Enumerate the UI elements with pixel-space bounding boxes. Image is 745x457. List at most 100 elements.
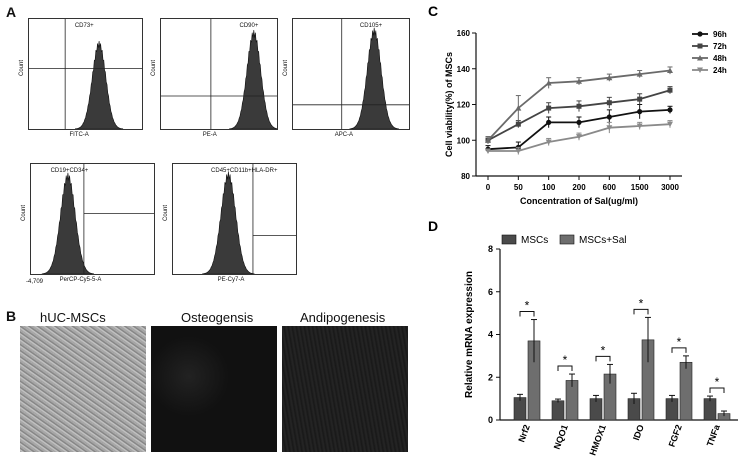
legend-label: 48h: [713, 54, 727, 63]
data-point: [697, 31, 703, 37]
data-point: [637, 109, 643, 115]
bar-group-FGF2: [665, 347, 693, 421]
data-point: [606, 100, 612, 106]
flow-histogram: [172, 163, 297, 275]
data-point: [515, 148, 522, 154]
histogram-marker-label: CD45+CD11b+HLA-DR+: [211, 168, 278, 174]
significance-bracket: [709, 387, 725, 394]
data-point: [545, 139, 552, 146]
series-96h: [485, 104, 673, 153]
data-point: [697, 43, 703, 49]
histogram-x-label: PE-Cy7-A: [217, 277, 245, 283]
micrograph-title-adipogenesis: Andipogenesis: [300, 310, 386, 325]
bar: [679, 361, 693, 421]
x-tick-label: 200: [572, 183, 586, 192]
x-tick-label: FGF2: [667, 423, 684, 448]
data-point: [667, 107, 673, 113]
x-tick-label: 0: [486, 183, 491, 192]
x-tick-label: 3000: [661, 183, 679, 192]
bar-group-TNFa: [703, 387, 731, 421]
y-axis-title: Relative mRNA expression: [464, 271, 475, 398]
data-point: [667, 67, 673, 74]
cell-viability-line-chart: C 80 100 120 140 160 0 50 100 200 600 1500 3000 Conce…: [428, 3, 727, 206]
micrograph-huc-mscs: [20, 326, 146, 452]
significance-bracket: [633, 308, 649, 315]
panel-d-letter: D: [428, 218, 438, 234]
histogram-marker-label: CD19+CD34+: [50, 168, 89, 174]
histogram-y-label: Count: [163, 205, 170, 222]
flow-histogram: [160, 18, 278, 130]
x-tick-label: Nrf2: [516, 423, 532, 443]
data-point: [667, 121, 673, 128]
histogram-y-label: Count: [151, 60, 158, 77]
legend-label: MSCs+Sal: [579, 235, 627, 246]
histogram-peak: [41, 172, 95, 274]
panel-c-letter: C: [428, 3, 438, 19]
significance-bracket: [671, 347, 687, 353]
histogram-y-label: Count: [283, 60, 290, 77]
histogram-plot: [293, 19, 409, 129]
bar-group-Nrf2: [513, 311, 541, 421]
histogram-peak: [229, 29, 277, 129]
bar-group-NQO1: [551, 365, 579, 421]
x-tick-label: TNFa: [705, 422, 722, 447]
micrograph-osteogenesis: [151, 326, 277, 452]
data-point: [697, 67, 703, 73]
histogram-peak: [74, 40, 124, 129]
y-tick-label: 80: [461, 172, 470, 181]
flow-histogram: [28, 18, 143, 130]
y-tick-label: 4: [488, 330, 493, 340]
significance-star: *: [601, 343, 606, 357]
histogram-peak: [349, 27, 399, 129]
data-point: [485, 148, 491, 154]
data-point: [606, 114, 612, 120]
flow-histogram: [30, 163, 155, 275]
flow-histogram: [292, 18, 410, 130]
histogram-x-label: PerCP-Cy5-5-A: [59, 277, 102, 283]
significance-bracket: [557, 365, 573, 372]
x-axis-title: Concentration of Sal(ug/ml): [520, 196, 638, 206]
significance-star: *: [715, 375, 720, 389]
significance-bracket: [595, 355, 611, 362]
histogram-y-label: Count: [19, 60, 26, 77]
data-point: [515, 121, 521, 127]
histogram-plot: [202, 164, 296, 274]
data-point: [576, 78, 582, 84]
bar: [551, 400, 565, 421]
histogram-x-label: FITC-A: [69, 132, 89, 138]
y-tick-label: 120: [457, 101, 471, 110]
panel-b-letter: B: [6, 308, 17, 324]
data-point: [576, 119, 582, 125]
data-point: [606, 125, 613, 131]
y-tick-label: 100: [457, 136, 471, 145]
histogram-y-label: Count: [21, 205, 28, 222]
histogram-x-label: APC-A: [334, 132, 354, 138]
bar: [703, 398, 717, 421]
significance-star: *: [563, 353, 568, 367]
data-point: [576, 103, 582, 109]
significance-bracket: [519, 311, 535, 317]
y-tick-label: 8: [488, 244, 493, 254]
x-tick-label: 100: [542, 183, 556, 192]
series-line: [487, 109, 671, 151]
data-point: [545, 80, 552, 86]
data-point: [697, 55, 703, 61]
data-point: [606, 74, 613, 81]
micrograph-title-huc-mscs: hUC-MSCs: [40, 310, 106, 325]
legend-swatch: [559, 234, 575, 245]
series-48h: [485, 66, 673, 144]
bar-group-IDO: [627, 308, 655, 421]
histogram-marker-label: CD73+: [74, 23, 94, 29]
bar-group-HMOX1: [589, 355, 617, 421]
micrograph-adipogenesis: [282, 326, 408, 452]
significance-star: *: [525, 299, 530, 313]
significance-star: *: [677, 335, 682, 349]
data-point: [576, 134, 582, 140]
data-point: [546, 105, 552, 111]
legend-label: 72h: [713, 42, 727, 51]
data-point: [667, 87, 673, 93]
histogram-x-label: PE-A: [202, 132, 217, 138]
series-72h: [485, 86, 673, 144]
data-point: [636, 123, 643, 129]
legend-label: 24h: [713, 66, 727, 75]
